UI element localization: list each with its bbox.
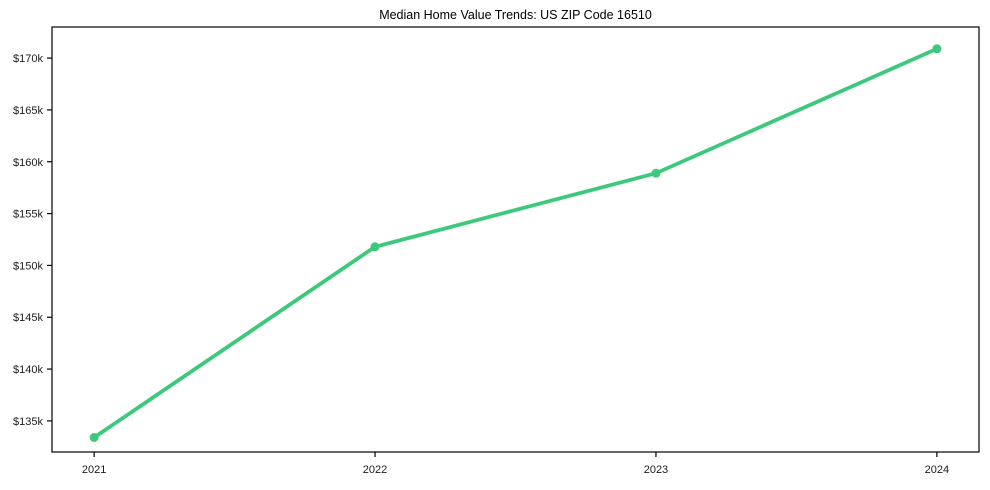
x-tick-label: 2023 (644, 464, 668, 476)
y-tick-label: $140k (13, 364, 43, 376)
chart-title: Median Home Value Trends: US ZIP Code 16… (379, 8, 652, 22)
y-tick-label: $160k (13, 157, 43, 169)
data-point-2023 (651, 168, 661, 178)
y-tick-label: $135k (13, 416, 43, 428)
y-tick-label: $155k (13, 209, 43, 221)
y-tick-label: $170k (13, 53, 43, 65)
x-tick-label: 2024 (925, 464, 949, 476)
x-tick-label: 2022 (363, 464, 387, 476)
trend-line (92, 46, 939, 440)
y-tick-label: $145k (13, 312, 43, 324)
y-tick-label: $150k (13, 260, 43, 272)
data-point-2021 (89, 433, 99, 442)
data-point-2024 (932, 44, 942, 54)
data-point-2022 (370, 242, 380, 252)
y-tick-label: $165k (13, 105, 43, 117)
x-tick-label: 2021 (82, 464, 106, 476)
